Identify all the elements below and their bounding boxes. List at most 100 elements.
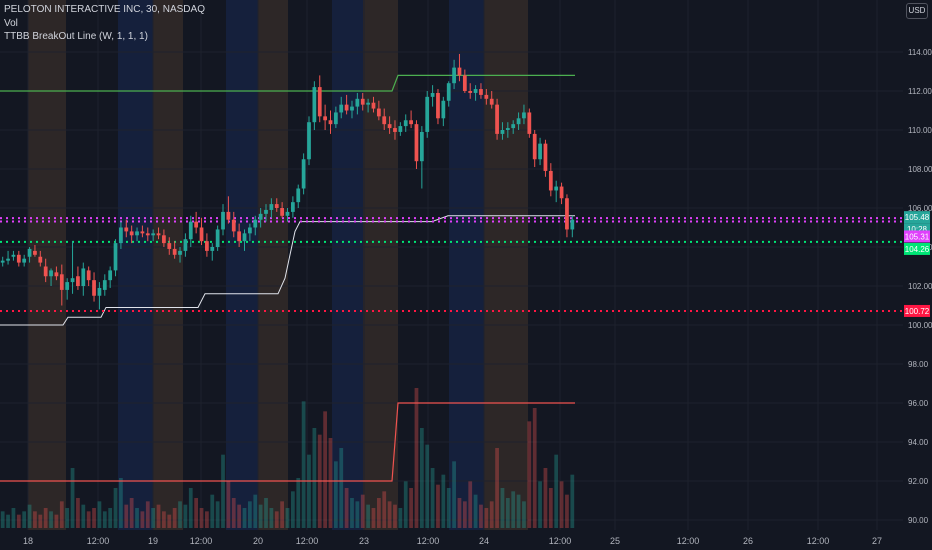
currency-button[interactable]: USD	[906, 3, 928, 19]
candle-body	[371, 102, 376, 109]
candle-body	[312, 87, 317, 123]
volume-bar	[221, 454, 225, 528]
candle-body	[199, 227, 204, 242]
volume-bar	[452, 461, 456, 528]
candle-body	[119, 227, 123, 244]
volume-bar	[59, 501, 64, 528]
session-band	[363, 0, 398, 530]
candle-body	[548, 170, 553, 191]
volume-bar	[500, 488, 505, 528]
price-tick-label: 94.00	[908, 438, 929, 447]
volume-bar	[398, 508, 403, 528]
candle-body	[457, 67, 462, 76]
volume-bar	[457, 498, 462, 528]
volume-bar	[355, 501, 360, 528]
price-tick-label: 92.00	[908, 477, 929, 486]
volume-bar	[489, 501, 494, 528]
candle-body	[183, 239, 188, 251]
candle-body	[495, 104, 499, 134]
last-price-label-box	[904, 211, 930, 224]
candle-body	[188, 221, 193, 240]
candle-body	[522, 112, 526, 119]
indicator-legend[interactable]: TTBB BreakOut Line (W, 1, 1, 1)	[4, 31, 148, 42]
candle-body	[162, 235, 166, 244]
volume-bar	[414, 388, 419, 528]
time-tick-label: 12:00	[87, 536, 110, 546]
candle-body	[27, 248, 32, 257]
candle-body	[350, 106, 354, 111]
volume-bar	[119, 478, 123, 528]
candle-body	[543, 143, 548, 171]
volume-bar	[124, 504, 129, 528]
volume-bar	[484, 508, 489, 528]
candle-body	[76, 276, 80, 286]
candle-body	[468, 91, 473, 93]
volume-bar	[532, 408, 537, 528]
time-tick-label: 12:00	[807, 536, 830, 546]
volume-bar	[441, 474, 446, 528]
volume-bar	[312, 428, 317, 528]
candle-body	[231, 219, 236, 232]
upper-breakout-line	[0, 74, 575, 92]
volume-bar	[43, 508, 48, 528]
candle-body	[538, 143, 542, 160]
candle-body	[108, 270, 113, 281]
candle-body	[570, 219, 575, 230]
candle-body	[339, 104, 344, 113]
candle-body	[151, 233, 156, 236]
volume-bar	[253, 494, 258, 528]
candle-body	[441, 100, 446, 119]
candle-body	[124, 227, 129, 232]
candle-body	[49, 270, 53, 277]
candle-body	[376, 108, 381, 117]
candle-body	[205, 241, 209, 251]
candle-body	[290, 202, 295, 212]
volume-bar	[226, 481, 231, 528]
volume-bar	[167, 514, 172, 528]
candle-body	[16, 254, 21, 263]
candle-body	[194, 221, 199, 228]
volume-bar	[269, 508, 274, 528]
volume-bar	[113, 488, 118, 528]
candle-body	[425, 96, 430, 132]
volume-bar	[339, 448, 344, 528]
volume-bar	[54, 514, 59, 528]
volume-bar	[425, 444, 430, 528]
candle-body	[0, 260, 5, 263]
candle-body	[269, 204, 274, 210]
volume-bar	[570, 474, 575, 528]
volume-bar	[183, 504, 188, 528]
candle-body	[178, 250, 182, 255]
candle-body	[129, 231, 134, 236]
candle-body	[215, 229, 220, 247]
volume-bar	[430, 468, 435, 528]
candle-body	[398, 126, 403, 132]
candle-body	[436, 92, 440, 119]
candle-body	[484, 94, 489, 99]
volume-bar	[178, 501, 182, 528]
last-price-label: 105.48	[905, 213, 930, 222]
volume-bar	[360, 494, 365, 528]
candle-body	[430, 92, 435, 97]
volume-bar	[371, 508, 376, 528]
candle-body	[6, 258, 10, 261]
volume-bar	[242, 508, 247, 528]
volume-bar	[38, 514, 43, 528]
volume-bar	[86, 511, 91, 528]
countdown-label: 10:28	[907, 225, 928, 234]
level-price-label-box	[904, 242, 930, 255]
volume-bar	[210, 494, 215, 528]
volume-bar	[436, 484, 440, 528]
price-tick-label: 110.00	[908, 126, 932, 135]
candle-body	[360, 98, 365, 105]
volume-bar	[393, 504, 397, 528]
volume-bar	[248, 501, 252, 528]
candle-body	[500, 130, 505, 134]
candle-body	[307, 122, 311, 160]
volume-bar	[274, 511, 279, 528]
candle-body	[473, 89, 478, 93]
time-tick-label: 12:00	[190, 536, 213, 546]
candle-body	[403, 120, 408, 127]
time-tick-label: 12:00	[417, 536, 440, 546]
